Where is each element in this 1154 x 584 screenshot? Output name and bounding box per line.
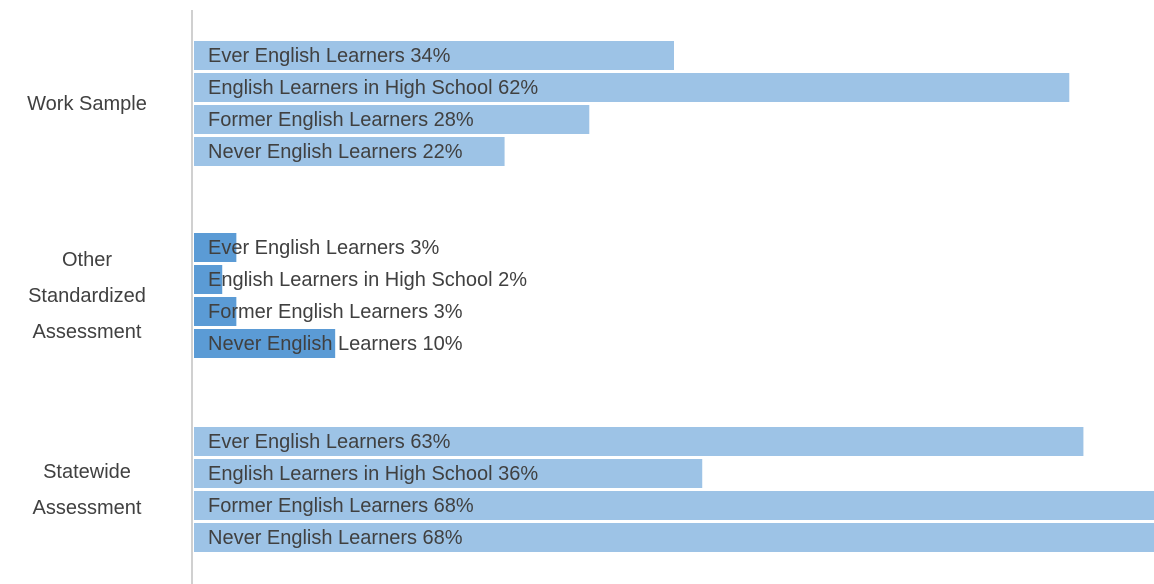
bar [194, 491, 1154, 520]
data-label: Ever English Learners 3% [208, 237, 439, 259]
data-label: Ever English Learners 63% [208, 431, 451, 453]
bar [194, 233, 237, 262]
bar [194, 523, 1154, 552]
data-label: English Learners in High School 62% [208, 77, 538, 99]
data-label: Ever English Learners 34% [208, 45, 451, 67]
bar [194, 427, 1084, 456]
bar [194, 105, 590, 134]
bar [194, 459, 703, 488]
data-label: English Learners in High School 2% [208, 269, 527, 291]
data-label: Former English Learners 68% [208, 495, 474, 517]
bar [194, 265, 223, 294]
data-label: Former English Learners 28% [208, 109, 474, 131]
category-label: Statewide Assessment [32, 460, 142, 519]
data-label: English Learners in High School 36% [208, 463, 538, 485]
bar [194, 137, 505, 166]
category-label: Other Standardized Assessment [28, 248, 146, 343]
data-label: Former English Learners 3% [208, 301, 463, 323]
bar [194, 73, 1070, 102]
category-label: Work Sample [27, 92, 147, 115]
data-label: Never English Learners 22% [208, 141, 463, 163]
data-label: Never English Learners 10% [208, 333, 463, 355]
data-label: Never English Learners 68% [208, 527, 463, 549]
bar [194, 297, 237, 326]
bar [194, 41, 674, 70]
bar [194, 329, 336, 358]
